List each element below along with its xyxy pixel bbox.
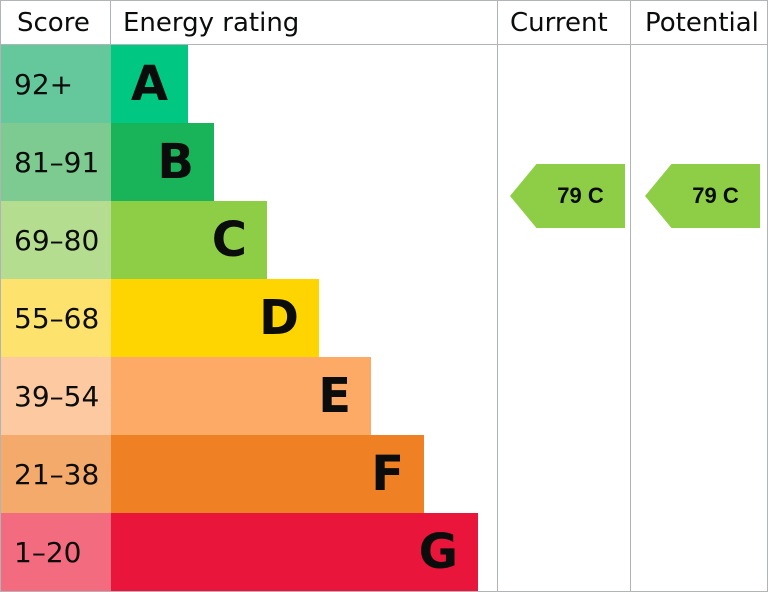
- score-range-c: 69–80: [1, 201, 111, 279]
- band-bar-d: D: [111, 279, 319, 357]
- score-range-e: 39–54: [1, 357, 111, 435]
- chart-body: 92+ A 81–91 B 69–80 C 55–68 D 39–54 E 21…: [1, 45, 767, 591]
- band-row-c: 69–80 C: [1, 201, 767, 279]
- band-row-a: 92+ A: [1, 45, 767, 123]
- column-divider-potential: [630, 1, 631, 591]
- band-bar-e: E: [111, 357, 371, 435]
- column-divider-current: [497, 1, 498, 591]
- chart-header: Score Energy rating Current Potential: [1, 1, 767, 45]
- band-bar-a: A: [111, 45, 188, 123]
- score-range-b: 81–91: [1, 123, 111, 201]
- band-bar-c: C: [111, 201, 267, 279]
- score-range-f: 21–38: [1, 435, 111, 513]
- band-row-g: 1–20 G: [1, 513, 767, 591]
- score-range-a: 92+: [1, 45, 111, 123]
- band-bar-b: B: [111, 123, 214, 201]
- score-range-d: 55–68: [1, 279, 111, 357]
- header-current: Current: [510, 7, 608, 38]
- header-score: Score: [1, 1, 111, 44]
- header-energy-rating: Energy rating: [123, 7, 300, 38]
- band-bar-f: F: [111, 435, 424, 513]
- band-row-f: 21–38 F: [1, 435, 767, 513]
- band-row-d: 55–68 D: [1, 279, 767, 357]
- header-potential: Potential: [645, 7, 759, 38]
- current-rating-arrow: 79 C: [510, 164, 625, 228]
- potential-rating-label: 79 C: [692, 183, 739, 208]
- band-row-e: 39–54 E: [1, 357, 767, 435]
- current-rating-label: 79 C: [557, 183, 604, 208]
- band-row-b: 81–91 B: [1, 123, 767, 201]
- band-bar-g: G: [111, 513, 478, 591]
- score-range-g: 1–20: [1, 513, 111, 591]
- potential-rating-arrow: 79 C: [645, 164, 760, 228]
